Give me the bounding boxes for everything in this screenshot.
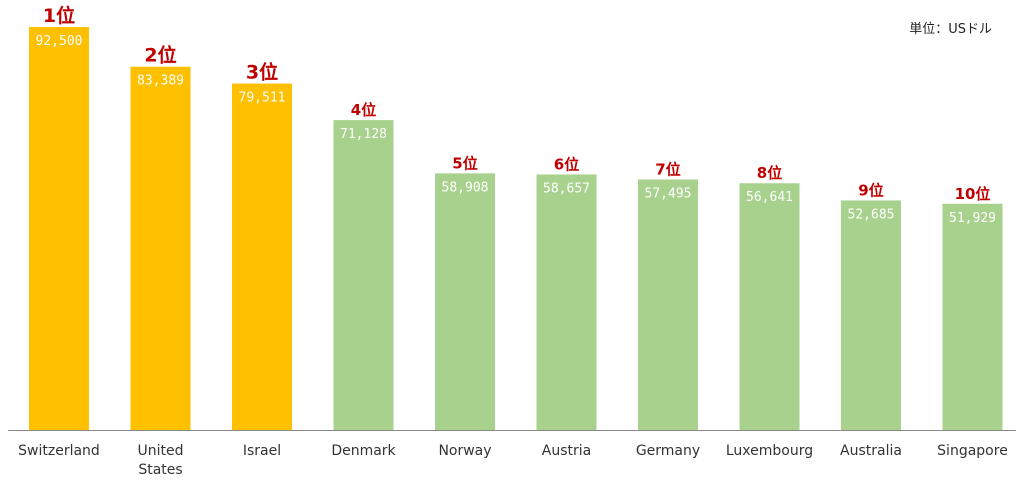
value-label-8: 52,685 [848, 207, 895, 222]
category-label-9: Singapore [937, 443, 1008, 459]
category-label-7: Luxembourg [726, 443, 813, 459]
value-label-2: 79,511 [239, 91, 286, 106]
value-label-1: 83,389 [137, 74, 184, 89]
value-label-5: 58,657 [543, 181, 590, 196]
rank-label-0: 1位 [43, 4, 75, 27]
category-label-3: Denmark [331, 443, 396, 459]
category-label-2: Israel [243, 443, 281, 459]
bar-1 [130, 66, 191, 431]
category-label-1-0: United [138, 443, 184, 459]
value-label-4: 58,908 [442, 180, 489, 195]
bar-3 [333, 120, 394, 430]
category-label-4: Norway [438, 443, 491, 459]
bar-4 [435, 173, 495, 430]
bar-7 [739, 183, 800, 430]
value-label-6: 57,495 [645, 187, 692, 202]
rank-label-4: 5位 [452, 154, 477, 172]
category-label-6: Germany [636, 443, 700, 459]
rank-label-5: 6位 [554, 155, 579, 173]
bar-6 [638, 179, 698, 430]
rank-label-6: 7位 [655, 161, 680, 179]
value-label-0: 92,500 [36, 34, 83, 49]
bar-8 [841, 200, 901, 430]
rank-label-1: 2位 [144, 44, 176, 67]
unit-label: 単位：USドル [909, 22, 992, 37]
value-label-7: 56,641 [746, 190, 793, 205]
category-label-8: Australia [840, 443, 902, 459]
rank-label-8: 9位 [858, 181, 883, 199]
value-label-3: 71,128 [340, 127, 387, 142]
bar-9 [942, 203, 1003, 430]
rank-label-3: 4位 [351, 101, 376, 119]
category-label-0: Switzerland [18, 443, 100, 459]
rank-label-2: 3位 [246, 61, 278, 84]
bar-5 [536, 174, 597, 430]
category-label-1-1: States [138, 462, 182, 478]
value-label-9: 51,929 [949, 211, 996, 226]
rank-label-9: 10位 [955, 185, 991, 203]
category-label-5: Austria [542, 443, 591, 459]
rank-label-7: 8位 [757, 164, 782, 182]
bar-0 [29, 27, 89, 430]
bar-2 [232, 83, 292, 431]
